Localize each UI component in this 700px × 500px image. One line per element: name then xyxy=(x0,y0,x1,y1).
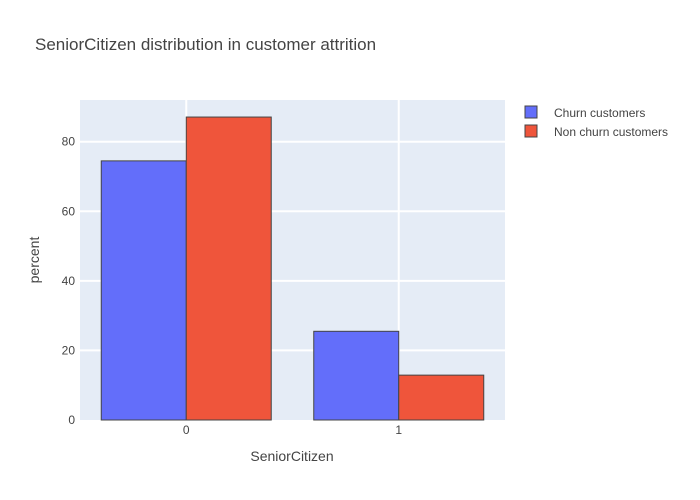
legend-label: Churn customers xyxy=(554,106,645,120)
bar-churn-customers-0 xyxy=(100,160,187,421)
x-tick-label: 0 xyxy=(183,423,190,437)
bar-churn-customers-1 xyxy=(313,330,400,421)
bar-non-churn-customers-0 xyxy=(185,116,272,421)
legend-swatch xyxy=(524,124,538,138)
legend-swatch xyxy=(524,105,538,119)
bar-non-churn-customers-1 xyxy=(398,374,485,421)
x-tick-label: 1 xyxy=(395,423,402,437)
bars xyxy=(100,116,485,421)
y-tick-label: 0 xyxy=(68,413,75,427)
y-tick-label: 20 xyxy=(62,343,76,357)
x-axis-title: SeniorCitizen xyxy=(250,448,333,464)
chart-title: SeniorCitizen distribution in customer a… xyxy=(35,35,376,54)
legend: Churn customers Non churn customers xyxy=(524,105,668,139)
y-axis-title: percent xyxy=(26,237,42,284)
legend-label: Non churn customers xyxy=(554,125,668,139)
tick-labels: 0 20 40 60 80 0 1 xyxy=(62,135,403,437)
y-tick-label: 80 xyxy=(62,135,76,149)
y-tick-label: 60 xyxy=(62,204,76,218)
y-tick-label: 40 xyxy=(62,274,76,288)
